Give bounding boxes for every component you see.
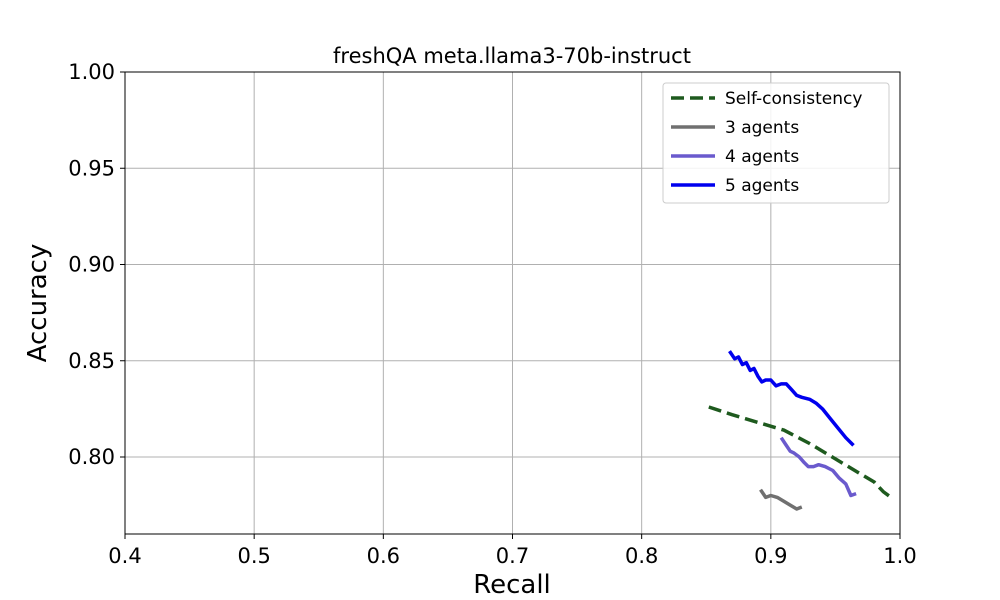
series-line-3-agents [759,488,803,511]
y-tick-label: 1.00 [68,60,115,84]
x-tick-label: 0.6 [367,544,400,568]
y-tick-label: 0.90 [68,253,115,277]
series-line-4-agents [779,436,857,498]
x-tick-label: 0.8 [625,544,658,568]
y-tick-label: 0.85 [68,349,115,373]
legend-label: 4 agents [725,147,799,167]
chart-title: freshQA meta.llama3-70b-instruct [333,44,691,68]
legend-label: Self-consistency [725,89,862,109]
legend-label: 5 agents [725,176,799,196]
x-tick-label: 0.4 [108,544,141,568]
x-axis-label: Recall [473,570,551,600]
series-line-self-consistency [708,405,893,499]
y-tick-label: 0.80 [68,445,115,469]
series-line-5-agents [728,350,855,447]
series-lines [708,350,893,511]
x-tick-label: 0.5 [237,544,270,568]
y-tick-label: 0.95 [68,156,115,180]
axis-ticks: 0.4 0.5 0.6 0.7 0.8 0.9 1.0 0.80 0.85 0.90 0.95 1.0… [68,60,916,568]
legend-frame [662,82,890,204]
legend-label: 3 agents [725,118,799,138]
x-tick-label: 0.9 [754,544,787,568]
y-axis-label: Accuracy [23,244,53,363]
x-tick-label: 1.0 [883,544,916,568]
x-tick-label: 0.7 [496,544,529,568]
legend: Self-consistency 3 agents 4 agents 5 agents [662,82,890,204]
